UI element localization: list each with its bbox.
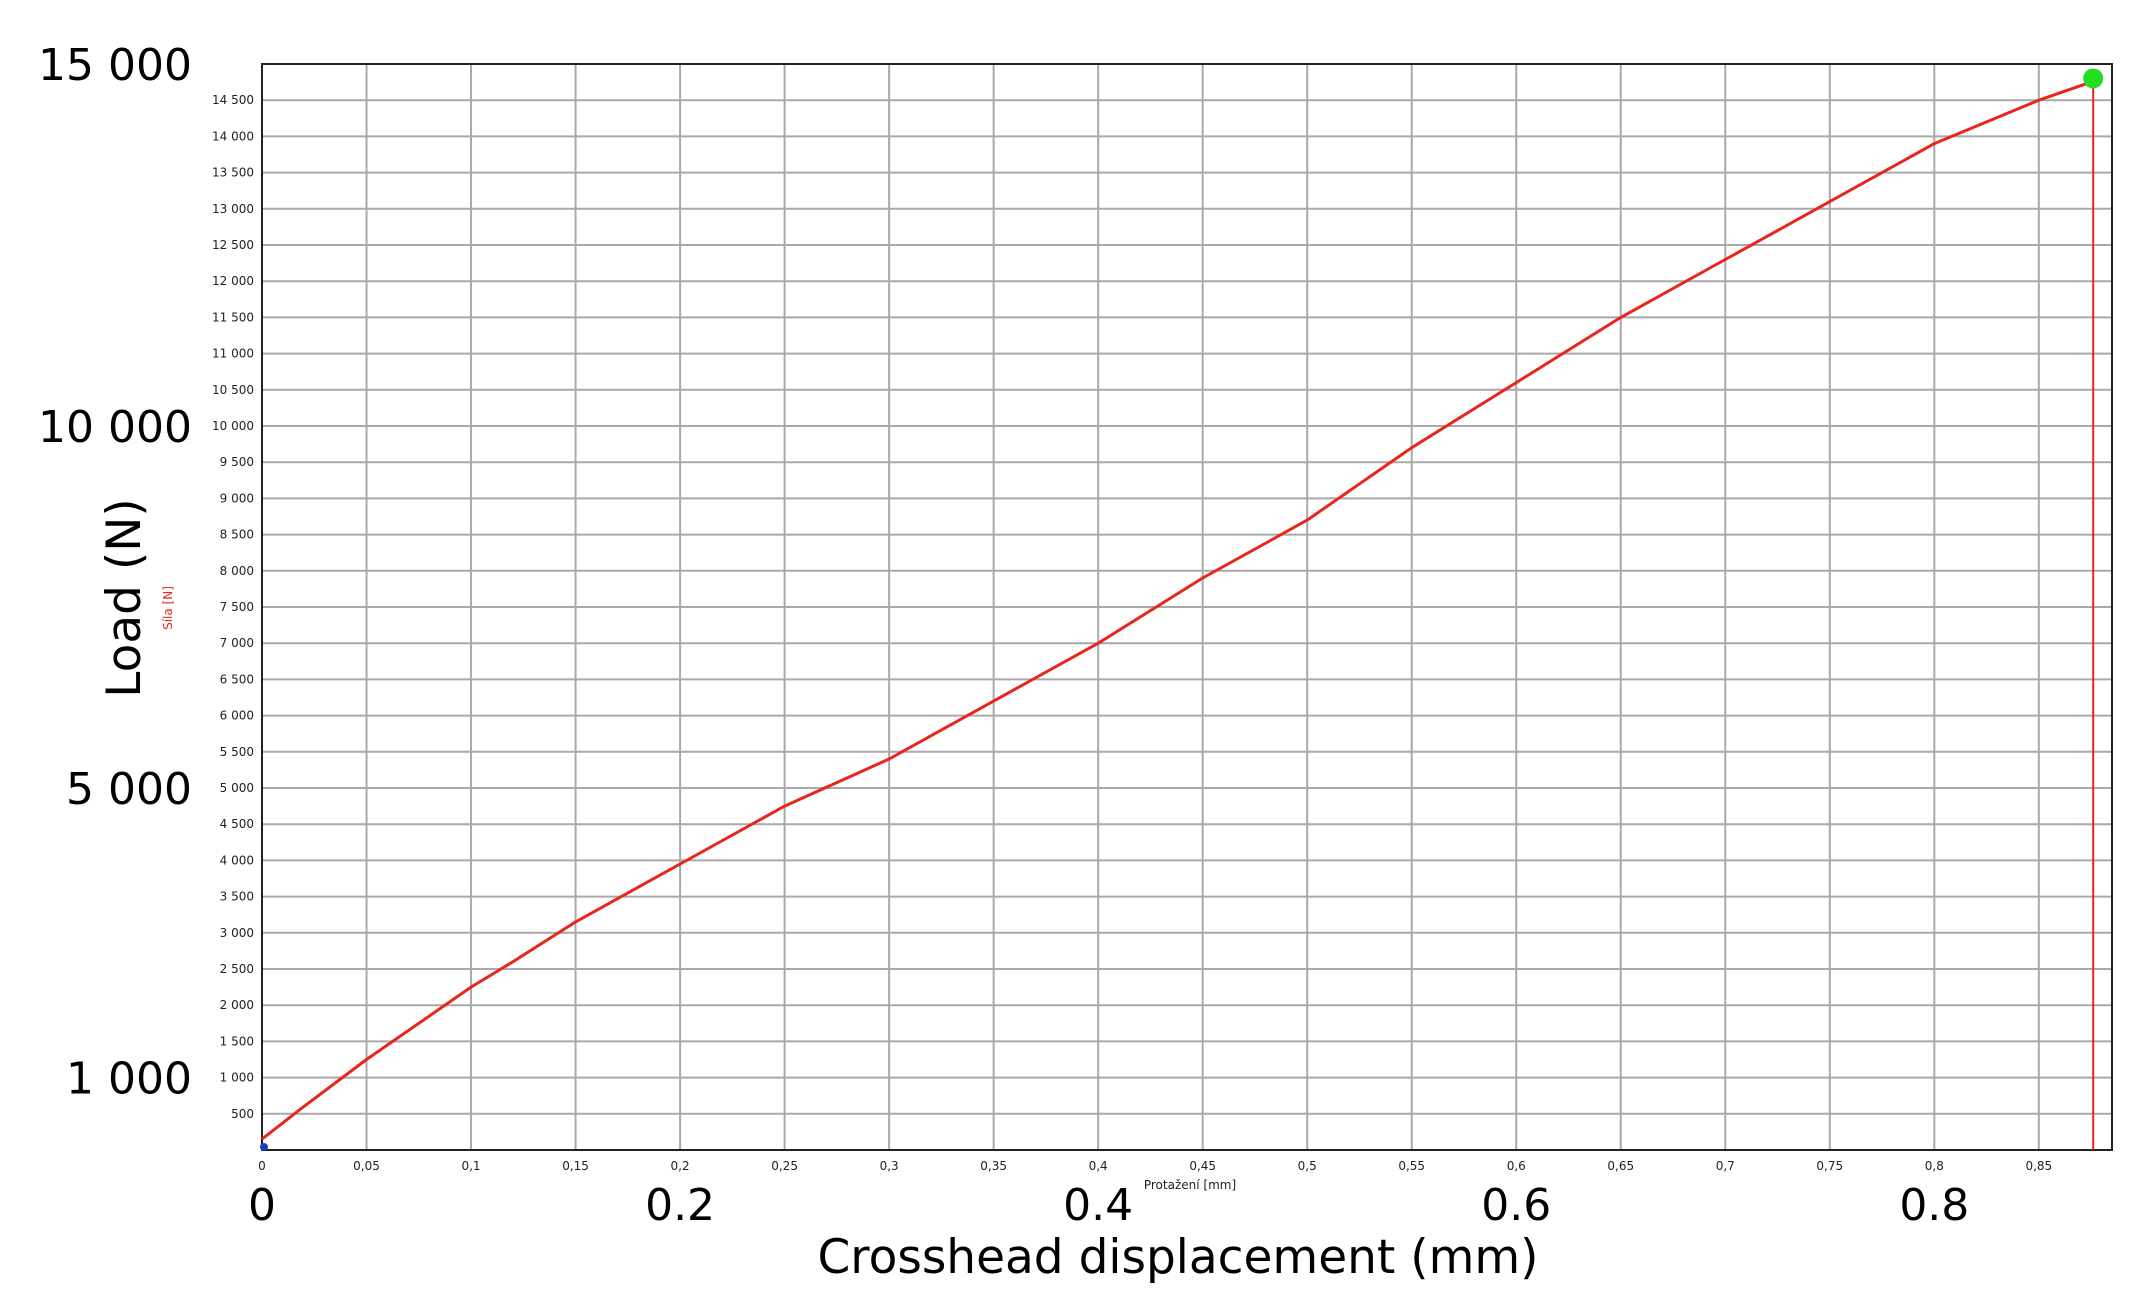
y-overlay-tick-label: 15 000 [38,40,192,91]
x-small-tick-label: 0,55 [1398,1159,1425,1173]
x-overlay-tick-label: 0.6 [1481,1180,1551,1231]
y-small-tick-label: 6 000 [220,709,254,723]
series-layer [261,80,2092,1141]
y-small-tick-label: 12 500 [212,238,254,252]
y-small-tick-label: 3 500 [220,890,254,904]
x-small-tick-label: 0,5 [1298,1159,1317,1173]
grid-lines [261,64,2112,1150]
y-small-tick-label: 8 500 [220,528,254,542]
y-overlay-tick-labels: 1 000 5 000 10 000 15 000 [38,40,192,1105]
y-small-tick-labels: 500 1 000 1 500 2 000 2 500 3 000 3 500 4 000 4 … [212,93,254,1121]
x-small-tick-label: 0,1 [461,1159,480,1173]
y-small-tick-label: 7 500 [220,600,254,614]
inner-y-axis-label: Síla [N] [161,586,175,630]
y-small-tick-label: 10 500 [212,383,254,397]
x-small-tick-label: 0,75 [1816,1159,1843,1173]
y-small-tick-label: 500 [231,1107,254,1121]
x-overlay-tick-label: 0.2 [645,1180,715,1231]
plot-area-frame [261,63,2113,1151]
end-point-marker [2083,68,2104,89]
y-axis-title: Load (N) [97,498,152,698]
x-small-tick-label: 0,45 [1189,1159,1216,1173]
x-overlay-tick-label: 0 [248,1180,276,1231]
x-small-tick-label: 0,85 [2025,1159,2052,1173]
series-line [261,80,2092,1141]
y-small-tick-label: 4 500 [220,817,254,831]
y-small-tick-label: 14 000 [212,129,254,143]
y-overlay-tick-label: 1 000 [66,1054,192,1105]
x-small-tick-label: 0,6 [1507,1159,1526,1173]
x-small-tick-label: 0,05 [353,1159,380,1173]
y-overlay-tick-label: 10 000 [38,402,192,453]
y-small-tick-label: 5 500 [220,745,254,759]
y-small-tick-label: 1 000 [220,1071,254,1085]
x-small-tick-label: 0,2 [671,1159,690,1173]
y-small-tick-label: 14 500 [212,93,254,107]
x-small-tick-label: 0,65 [1607,1159,1634,1173]
y-small-tick-label: 13 000 [212,202,254,216]
x-small-tick-labels: 0 0,05 0,1 0,15 0,2 0,25 0,3 0,35 0,4 0,45 0,5 0,55… [258,1159,2052,1173]
y-small-tick-label: 2 500 [220,962,254,976]
y-small-tick-label: 10 000 [212,419,254,433]
x-small-tick-label: 0,7 [1716,1159,1735,1173]
y-small-tick-label: 1 500 [220,1034,254,1048]
x-overlay-tick-labels: 0 0.2 0.4 0.6 0.8 [248,1180,1969,1231]
y-small-tick-label: 7 000 [220,636,254,650]
x-small-tick-label: 0,25 [771,1159,798,1173]
y-small-tick-label: 2 000 [220,998,254,1012]
y-small-tick-label: 9 000 [220,491,254,505]
y-small-tick-label: 13 500 [212,166,254,180]
x-small-tick-label: 0,35 [980,1159,1007,1173]
x-overlay-tick-label: 0.4 [1063,1180,1133,1231]
x-axis-title: Crosshead displacement (mm) [817,1230,1538,1285]
x-small-tick-label: 0,3 [880,1159,899,1173]
y-small-tick-label: 3 000 [220,926,254,940]
x-small-tick-label: 0,15 [562,1159,589,1173]
y-small-tick-label: 6 500 [220,672,254,686]
origin-marker [260,1143,268,1151]
y-small-tick-label: 11 000 [212,347,254,361]
y-small-tick-label: 8 000 [220,564,254,578]
y-overlay-tick-label: 5 000 [66,764,192,815]
x-small-tick-label: 0,4 [1089,1159,1108,1173]
x-overlay-tick-label: 0.8 [1899,1180,1969,1231]
y-small-tick-label: 11 500 [212,310,254,324]
y-small-tick-label: 4 000 [220,853,254,867]
x-small-tick-label: 0 [258,1159,266,1173]
x-small-tick-label: 0,8 [1925,1159,1944,1173]
y-small-tick-label: 5 000 [220,781,254,795]
inner-x-axis-label: Protažení [mm] [1144,1178,1236,1192]
y-small-tick-label: 9 500 [220,455,254,469]
marker-layer [260,68,2104,1151]
y-small-tick-label: 12 000 [212,274,254,288]
